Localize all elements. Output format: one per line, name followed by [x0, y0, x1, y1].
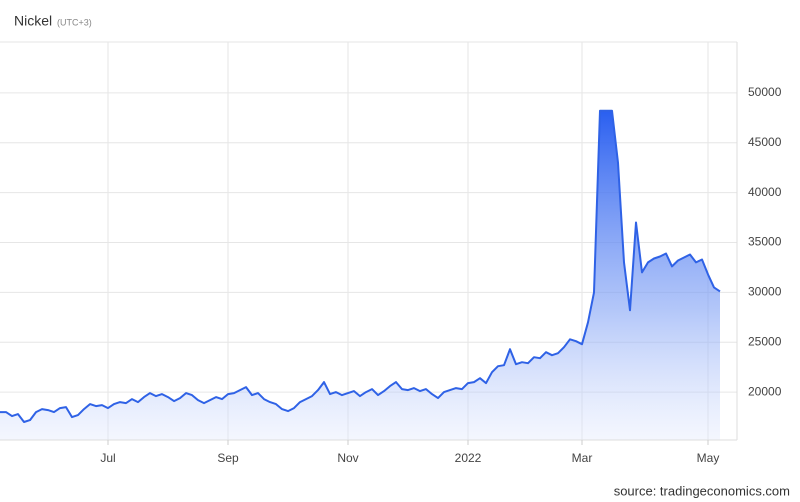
y-tick-label: 40000: [748, 185, 782, 199]
y-tick-label: 25000: [748, 334, 782, 348]
y-tick-label: 30000: [748, 285, 782, 299]
x-tick-label: May: [697, 451, 720, 465]
chart-title: Nickel: [14, 13, 52, 29]
area-fill: [0, 110, 720, 441]
y-tick-label: 50000: [748, 85, 782, 99]
y-tick-label: 35000: [748, 235, 782, 249]
plot: [0, 109, 721, 441]
x-tick-label: Sep: [217, 451, 239, 465]
y-tick-label: 20000: [748, 384, 782, 398]
price-line: [0, 109, 721, 423]
y-tick-label: 45000: [748, 135, 782, 149]
x-tick-label: 2022: [455, 451, 482, 465]
x-tick-label: Nov: [337, 451, 358, 465]
x-tick-label: Mar: [572, 451, 593, 465]
source-note: source: tradingeconomics.com: [614, 483, 790, 498]
x-tick-label: Jul: [100, 451, 115, 465]
chart-subtitle: (UTC+3): [57, 17, 92, 27]
